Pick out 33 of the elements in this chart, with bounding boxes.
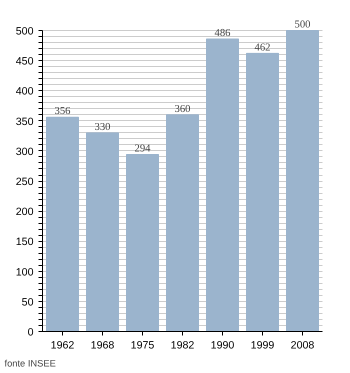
y-tick-label: 250 xyxy=(16,176,34,188)
bar xyxy=(166,114,199,332)
data-label: 360 xyxy=(174,104,190,115)
bar xyxy=(206,38,239,332)
y-tick-label: 300 xyxy=(16,146,34,158)
data-label: 462 xyxy=(254,42,270,54)
y-tick-label: 0 xyxy=(28,326,34,338)
bar xyxy=(86,132,119,332)
bar xyxy=(246,52,279,332)
bar xyxy=(46,116,79,332)
data-label: 330 xyxy=(94,122,110,133)
y-tick-label: 400 xyxy=(16,86,34,98)
data-label: 500 xyxy=(294,20,310,31)
y-tick-label: 500 xyxy=(16,26,34,38)
data-label: 356 xyxy=(54,106,72,118)
bar xyxy=(126,154,159,332)
x-tick-label: 2008 xyxy=(290,340,314,352)
data-label: 294 xyxy=(134,144,152,155)
y-tick-label: 350 xyxy=(16,116,34,128)
x-tick-label: 1982 xyxy=(170,340,194,352)
x-tick-label: 1968 xyxy=(90,340,114,352)
source-note: fonte INSEE xyxy=(4,358,56,368)
data-label: 486 xyxy=(214,28,232,39)
x-tick-label: 1975 xyxy=(130,340,154,352)
bar xyxy=(286,30,319,332)
y-tick-label: 50 xyxy=(22,296,34,308)
y-tick-label: 450 xyxy=(16,56,34,68)
y-tick-label: 150 xyxy=(16,236,34,248)
x-tick-label: 1990 xyxy=(210,340,234,352)
x-tick-label: 1999 xyxy=(250,340,274,352)
x-tick-label: 1962 xyxy=(50,340,74,352)
y-tick-label: 100 xyxy=(16,266,34,278)
y-tick-label: 200 xyxy=(16,206,34,218)
